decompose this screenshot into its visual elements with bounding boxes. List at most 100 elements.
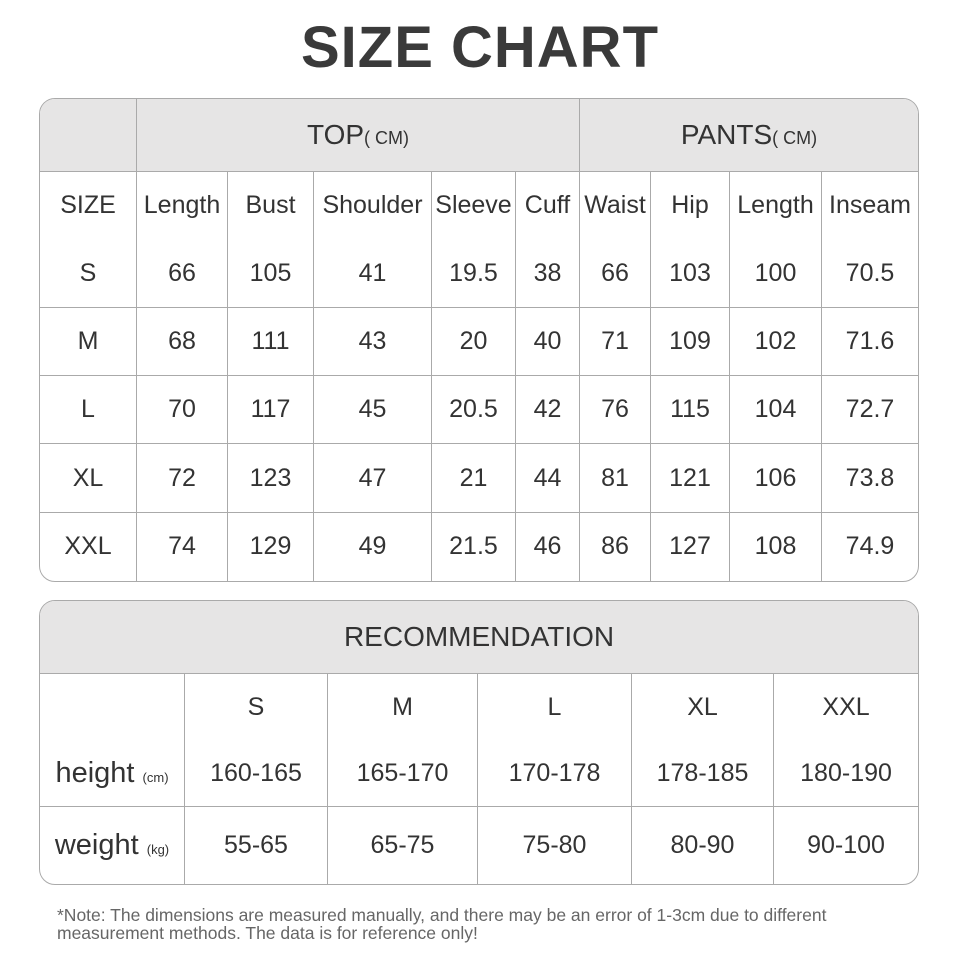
table-cell: 49 [314,512,432,581]
table-cell: 20 [432,307,516,377]
table-cell: 43 [314,307,432,377]
pants-group-label: PANTS [680,119,773,151]
table-cell: 108 [730,512,822,581]
column-header: Inseam [829,191,911,220]
table-cell: 121 [651,444,730,513]
column-header: Hip [651,172,730,240]
table-cell: 66 [580,239,651,308]
size-table: TOP( CM) PANTS( CM) SIZE Length Bust Should… [39,98,919,582]
table-cell: 66 [137,239,228,308]
table-cell: 100 [730,239,822,308]
table-cell: 129 [228,512,314,581]
table-cell: 104 [730,376,822,445]
table-cell: 20.5 [432,376,516,445]
table-cell: 81 [580,444,651,513]
table-cell: 117 [228,376,314,445]
row-label-text: weight [54,829,139,861]
table-cell: 103 [651,239,730,308]
table-cell: 45 [314,376,432,445]
size-header: XL [632,674,774,740]
table-cell: 21 [432,444,516,513]
row-label-text: height [55,756,135,789]
table-cell: 111 [228,307,314,377]
table-cell: 73.8 [822,444,918,513]
table-cell: 65-75 [328,807,478,884]
column-header-row: SIZE Length Bust Shoulder Sleeve Cuff Waist Hip… [40,172,918,240]
table-cell: 70 [137,376,228,445]
row-unit: (kg) [146,842,170,857]
table-cell: 19.5 [432,239,516,308]
column-header: SIZE [40,172,137,240]
table-cell: 38 [516,239,580,308]
top-unit: ( CM) [364,128,410,149]
table-row: XXL 74 129 49 21.5 46 86 127 108 74.9 [40,512,918,581]
top-group-label: TOP [306,119,365,151]
column-header: Length [137,172,228,240]
table-cell: 72.7 [822,376,918,445]
table-cell: 75-80 [478,807,632,884]
column-header: Sleeve [432,172,516,240]
column-header: Length [730,172,822,240]
column-header: Cuff [516,172,580,240]
table-row: L 70 117 45 20.5 42 76 115 104 72.7 [40,376,918,445]
size-label: XXL [40,512,137,581]
table-cell: 109 [651,307,730,377]
table-cell: 80-90 [632,807,774,884]
size-header: M [328,674,478,740]
recommendation-row: height (cm) 160-165 165-170 170-178 178-185 1… [40,740,918,807]
table-cell: 180-190 [774,740,918,807]
table-cell: 160-165 [185,740,328,807]
column-header: Shoulder [314,172,432,240]
table-cell: 72 [137,444,228,513]
table-cell: 86 [580,512,651,581]
table-cell: 70.5 [822,240,918,308]
table-cell: 46 [516,512,580,581]
corner-cell [40,674,185,740]
table-cell: 71.6 [822,308,918,377]
table-cell: 90-100 [807,831,885,859]
size-label: M [40,307,137,377]
recommendation-table: RECOMMENDATION S M L XL XXL height (cm) 160-1… [39,600,919,885]
table-cell: 105 [228,239,314,308]
table-row: M 68 111 43 20 40 71 109 102 71.6 [40,307,918,377]
row-unit: (cm) [142,769,169,785]
table-cell: 123 [228,444,314,513]
size-row: S M L XL XXL [40,674,918,740]
top-group-header: TOP( CM) [137,99,580,173]
column-header: Bust [228,172,314,240]
column-header: Waist [580,172,651,240]
size-header: XXL [822,692,870,721]
recommendation-title: RECOMMENDATION [40,601,918,674]
table-row: XL 72 123 47 21 44 81 121 106 73.8 [40,444,918,513]
table-cell: 127 [651,512,730,581]
table-cell: 44 [516,444,580,513]
table-cell: 71 [580,307,651,377]
table-cell: 165-170 [328,740,478,807]
size-header: S [185,674,328,740]
row-label: weight (kg) [40,807,185,884]
table-cell: 106 [730,444,822,513]
table-cell: 74 [137,512,228,581]
size-header: L [478,674,632,740]
size-label: L [40,376,137,445]
recommendation-row: weight (kg) 55-65 65-75 75-80 80-90 90-100 [40,807,918,884]
row-label: height (cm) [40,740,185,807]
table-cell: 41 [314,239,432,308]
table-cell: 178-185 [632,740,774,807]
table-cell: 21.5 [432,512,516,581]
table-cell: 42 [516,376,580,445]
table-cell: 170-178 [478,740,632,807]
table-cell: 47 [314,444,432,513]
table-cell: 76 [580,376,651,445]
size-label: S [40,239,137,308]
table-cell: 115 [651,376,730,445]
table-cell: 40 [516,307,580,377]
table-cell: 68 [137,307,228,377]
page-title: SIZE CHART [301,15,659,80]
size-label: XL [40,444,137,513]
pants-unit: ( CM) [772,128,818,149]
table-cell: 55-65 [185,807,328,884]
pants-group-header: PANTS( CM) [580,99,918,173]
note-text: *Note: The dimensions are measured manua… [57,905,827,943]
table-row: S 66 105 41 19.5 38 66 103 100 70.5 [40,239,918,308]
